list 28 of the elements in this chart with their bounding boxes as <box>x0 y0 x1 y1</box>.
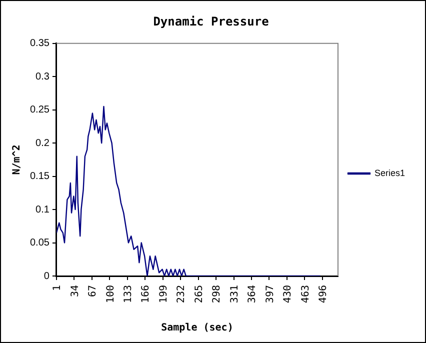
y-tick-label: 0 <box>44 270 50 282</box>
x-tick-label: 199 <box>158 285 170 304</box>
x-tick-label: 166 <box>140 285 152 304</box>
x-tick-label: 364 <box>247 285 258 304</box>
x-tick-label: 67 <box>88 285 99 298</box>
x-tick-label: 34 <box>70 285 81 298</box>
x-tick-label: 397 <box>264 285 276 304</box>
x-tick-label: 133 <box>122 285 134 304</box>
y-tick-label: 0.1 <box>36 204 50 216</box>
x-tick-label: 463 <box>300 285 312 304</box>
y-tick-label: 0.35 <box>30 38 50 50</box>
y-tick-label: 0.25 <box>30 104 50 116</box>
x-tick-label: 100 <box>105 285 116 304</box>
x-tick-label: 232 <box>176 285 188 304</box>
x-axis-title: Sample (sec) <box>161 322 234 334</box>
x-tick-label: 1 <box>52 285 64 292</box>
x-tick-label: 298 <box>212 285 223 304</box>
y-tick-label: 0.05 <box>30 238 50 249</box>
x-tick-label: 331 <box>229 285 240 304</box>
x-tick-label: 265 <box>194 285 205 304</box>
x-tick-label: 496 <box>318 285 330 304</box>
y-tick-label: 0.2 <box>36 138 50 149</box>
chart-title: Dynamic Pressure <box>153 14 269 28</box>
y-axis-title: N/m^2 <box>12 144 23 175</box>
legend-label: Series1 <box>374 168 405 178</box>
y-tick-label: 0.15 <box>30 171 50 182</box>
y-tick-label: 0.3 <box>36 71 50 82</box>
x-tick-label: 430 <box>282 285 294 304</box>
